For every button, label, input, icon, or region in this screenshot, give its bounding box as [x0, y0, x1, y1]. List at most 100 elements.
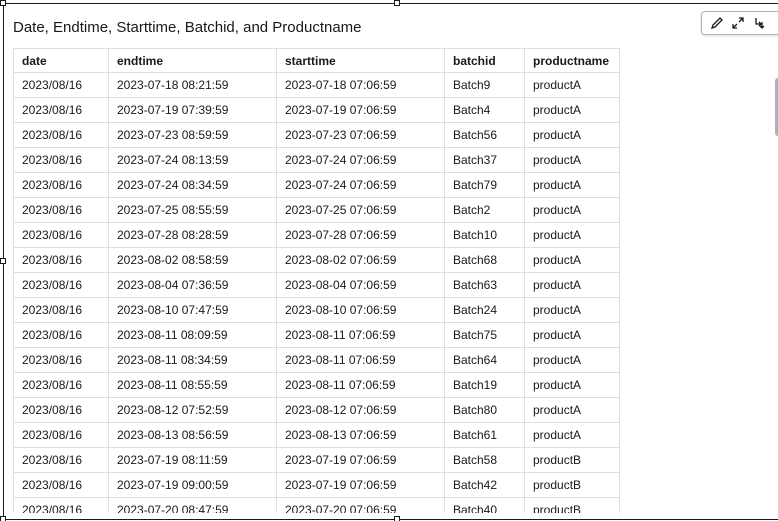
- cell-starttime: 2023-08-11 07:06:59: [276, 372, 445, 398]
- cell-starttime: 2023-07-24 07:06:59: [276, 147, 445, 173]
- cell-date: 2023/08/16: [13, 497, 109, 513]
- cell-batchid: Batch79: [444, 172, 525, 198]
- resize-handle-top-left[interactable]: [0, 0, 6, 6]
- cell-endtime: 2023-07-25 08:55:59: [108, 197, 277, 223]
- table-row[interactable]: 2023/08/16 2023-07-28 08:28:59 2023-07-28 …: [13, 222, 620, 248]
- cell-batchid: Batch64: [444, 347, 525, 373]
- table-row[interactable]: 2023/08/16 2023-07-24 08:13:59 2023-07-24 …: [13, 147, 620, 173]
- table-row[interactable]: 2023/08/16 2023-07-18 08:21:59 2023-07-18 …: [13, 72, 620, 98]
- cell-date: 2023/08/16: [13, 422, 109, 448]
- cell-endtime: 2023-08-11 08:34:59: [108, 347, 277, 373]
- move-icon[interactable]: [750, 14, 768, 32]
- cell-starttime: 2023-07-19 07:06:59: [276, 97, 445, 123]
- visual-widget[interactable]: Date, Endtime, Starttime, Batchid, and P…: [3, 3, 778, 520]
- cell-starttime: 2023-07-20 07:06:59: [276, 497, 445, 513]
- cell-endtime: 2023-08-11 08:55:59: [108, 372, 277, 398]
- table-row[interactable]: 2023/08/16 2023-07-20 08:47:59 2023-07-20 …: [13, 497, 620, 513]
- cell-productname: productA: [524, 347, 620, 373]
- resize-handle-left[interactable]: [0, 258, 6, 264]
- cell-productname: productA: [524, 322, 620, 348]
- column-header-batchid[interactable]: batchid: [444, 48, 525, 73]
- column-header-starttime[interactable]: starttime: [276, 48, 445, 73]
- scrollbar-thumb[interactable]: [775, 78, 778, 136]
- vertical-scrollbar[interactable]: [773, 48, 778, 513]
- cell-productname: productA: [524, 247, 620, 273]
- cell-date: 2023/08/16: [13, 322, 109, 348]
- column-header-endtime[interactable]: endtime: [108, 48, 277, 73]
- table-row[interactable]: 2023/08/16 2023-07-19 07:39:59 2023-07-19 …: [13, 97, 620, 123]
- resize-handle-bottom[interactable]: [394, 516, 400, 521]
- expand-icon[interactable]: [729, 14, 747, 32]
- cell-batchid: Batch68: [444, 247, 525, 273]
- cell-batchid: Batch56: [444, 122, 525, 148]
- cell-batchid: Batch2: [444, 197, 525, 223]
- cell-endtime: 2023-08-02 08:58:59: [108, 247, 277, 273]
- table-row[interactable]: 2023/08/16 2023-08-11 08:34:59 2023-08-11 …: [13, 347, 620, 373]
- widget-title: Date, Endtime, Starttime, Batchid, and P…: [13, 19, 362, 36]
- cell-endtime: 2023-07-24 08:34:59: [108, 172, 277, 198]
- cell-date: 2023/08/16: [13, 172, 109, 198]
- cell-starttime: 2023-08-11 07:06:59: [276, 347, 445, 373]
- resize-handle-bottom-left[interactable]: [0, 516, 6, 521]
- cell-starttime: 2023-07-23 07:06:59: [276, 122, 445, 148]
- cell-productname: productB: [524, 497, 620, 513]
- cell-date: 2023/08/16: [13, 222, 109, 248]
- table-row[interactable]: 2023/08/16 2023-08-13 08:56:59 2023-08-13 …: [13, 422, 620, 448]
- column-header-date[interactable]: date: [13, 48, 109, 73]
- table-row[interactable]: 2023/08/16 2023-07-24 08:34:59 2023-07-24 …: [13, 172, 620, 198]
- cell-date: 2023/08/16: [13, 347, 109, 373]
- table-header-row: date endtime starttime batchid productna…: [13, 48, 620, 73]
- cell-batchid: Batch75: [444, 322, 525, 348]
- table-row[interactable]: 2023/08/16 2023-07-23 08:59:59 2023-07-23 …: [13, 122, 620, 148]
- cell-productname: productA: [524, 97, 620, 123]
- cell-batchid: Batch40: [444, 497, 525, 513]
- cell-batchid: Batch61: [444, 422, 525, 448]
- cell-endtime: 2023-07-28 08:28:59: [108, 222, 277, 248]
- cell-starttime: 2023-08-02 07:06:59: [276, 247, 445, 273]
- cell-batchid: Batch9: [444, 72, 525, 98]
- data-table: date endtime starttime batchid productna…: [13, 48, 620, 513]
- table-row[interactable]: 2023/08/16 2023-08-11 08:55:59 2023-08-11 …: [13, 372, 620, 398]
- cell-productname: productA: [524, 272, 620, 298]
- cell-endtime: 2023-07-18 08:21:59: [108, 72, 277, 98]
- table-row[interactable]: 2023/08/16 2023-07-19 08:11:59 2023-07-19 …: [13, 447, 620, 473]
- cell-date: 2023/08/16: [13, 472, 109, 498]
- cell-date: 2023/08/16: [13, 147, 109, 173]
- table-row[interactable]: 2023/08/16 2023-08-11 08:09:59 2023-08-11 …: [13, 322, 620, 348]
- cell-batchid: Batch10: [444, 222, 525, 248]
- cell-starttime: 2023-07-28 07:06:59: [276, 222, 445, 248]
- cell-endtime: 2023-08-11 08:09:59: [108, 322, 277, 348]
- table-row[interactable]: 2023/08/16 2023-07-25 08:55:59 2023-07-25 …: [13, 197, 620, 223]
- table-row[interactable]: 2023/08/16 2023-08-02 08:58:59 2023-08-02 …: [13, 247, 620, 273]
- column-header-productname[interactable]: productname: [524, 48, 620, 73]
- cell-starttime: 2023-08-10 07:06:59: [276, 297, 445, 323]
- cell-batchid: Batch19: [444, 372, 525, 398]
- cell-date: 2023/08/16: [13, 122, 109, 148]
- more-vertical-icon[interactable]: [771, 14, 778, 32]
- cell-productname: productA: [524, 172, 620, 198]
- resize-handle-top[interactable]: [394, 0, 400, 6]
- cell-starttime: 2023-07-18 07:06:59: [276, 72, 445, 98]
- cell-batchid: Batch80: [444, 397, 525, 423]
- cell-batchid: Batch42: [444, 472, 525, 498]
- cell-date: 2023/08/16: [13, 447, 109, 473]
- cell-productname: productA: [524, 422, 620, 448]
- cell-starttime: 2023-08-13 07:06:59: [276, 422, 445, 448]
- cell-productname: productA: [524, 147, 620, 173]
- pencil-icon[interactable]: [708, 14, 726, 32]
- cell-starttime: 2023-07-19 07:06:59: [276, 447, 445, 473]
- cell-productname: productB: [524, 447, 620, 473]
- cell-starttime: 2023-08-12 07:06:59: [276, 397, 445, 423]
- table-row[interactable]: 2023/08/16 2023-08-04 07:36:59 2023-08-04 …: [13, 272, 620, 298]
- cell-productname: productA: [524, 122, 620, 148]
- cell-endtime: 2023-07-23 08:59:59: [108, 122, 277, 148]
- table-row[interactable]: 2023/08/16 2023-07-19 09:00:59 2023-07-19 …: [13, 472, 620, 498]
- cell-date: 2023/08/16: [13, 397, 109, 423]
- cell-productname: productA: [524, 397, 620, 423]
- table-row[interactable]: 2023/08/16 2023-08-10 07:47:59 2023-08-10 …: [13, 297, 620, 323]
- table-row[interactable]: 2023/08/16 2023-08-12 07:52:59 2023-08-12 …: [13, 397, 620, 423]
- cell-productname: productB: [524, 472, 620, 498]
- cell-batchid: Batch63: [444, 272, 525, 298]
- data-table-container[interactable]: date endtime starttime batchid productna…: [13, 48, 768, 513]
- cell-productname: productA: [524, 372, 620, 398]
